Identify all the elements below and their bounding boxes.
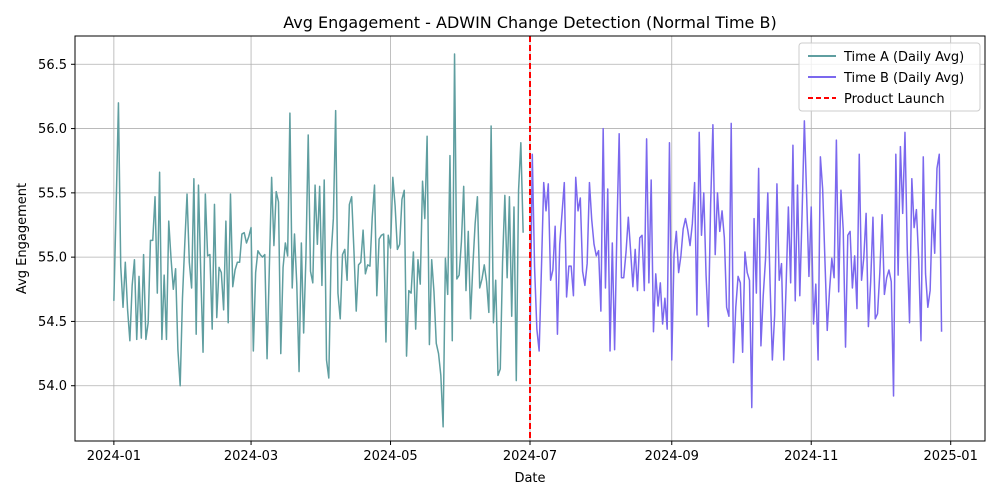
legend-label-time-b: Time B (Daily Avg) (843, 71, 964, 86)
legend-box (798, 42, 981, 112)
legend-label-time-a: Time A (Daily Avg) (843, 50, 964, 65)
series-line-time-a (113, 53, 524, 428)
x-axis-ticks: 2024-01 2024-03 2024-05 2024-07 2024-09 2024-… (87, 441, 978, 464)
x-axis-label: Date (514, 471, 545, 486)
y-tick-label: 54.0 (38, 379, 67, 394)
x-tick-label: 2024-11 (784, 449, 838, 464)
y-axis-ticks: 54.0 54.5 55.0 55.5 56.0 56.5 (38, 58, 75, 394)
y-tick-label: 54.5 (38, 315, 67, 330)
legend: Time A (Daily Avg) Time B (Daily Avg) Pr… (798, 42, 981, 112)
x-tick-label: 2024-03 (224, 449, 278, 464)
x-tick-label: 2025-01 (924, 449, 978, 464)
y-axis-label: Avg Engagement (15, 183, 30, 294)
y-tick-label: 55.0 (38, 251, 67, 266)
series-layer (113, 53, 943, 428)
legend-label-product-launch: Product Launch (844, 92, 945, 107)
x-tick-label: 2024-07 (503, 449, 557, 464)
x-tick-label: 2024-01 (87, 449, 141, 464)
chart-title: Avg Engagement - ADWIN Change Detection … (283, 13, 776, 32)
y-tick-label: 55.5 (38, 186, 67, 201)
y-tick-label: 56.0 (38, 122, 67, 137)
x-tick-label: 2024-05 (363, 449, 417, 464)
series-line-time-b (529, 120, 943, 409)
x-tick-label: 2024-09 (645, 449, 699, 464)
y-tick-label: 56.5 (38, 58, 67, 73)
